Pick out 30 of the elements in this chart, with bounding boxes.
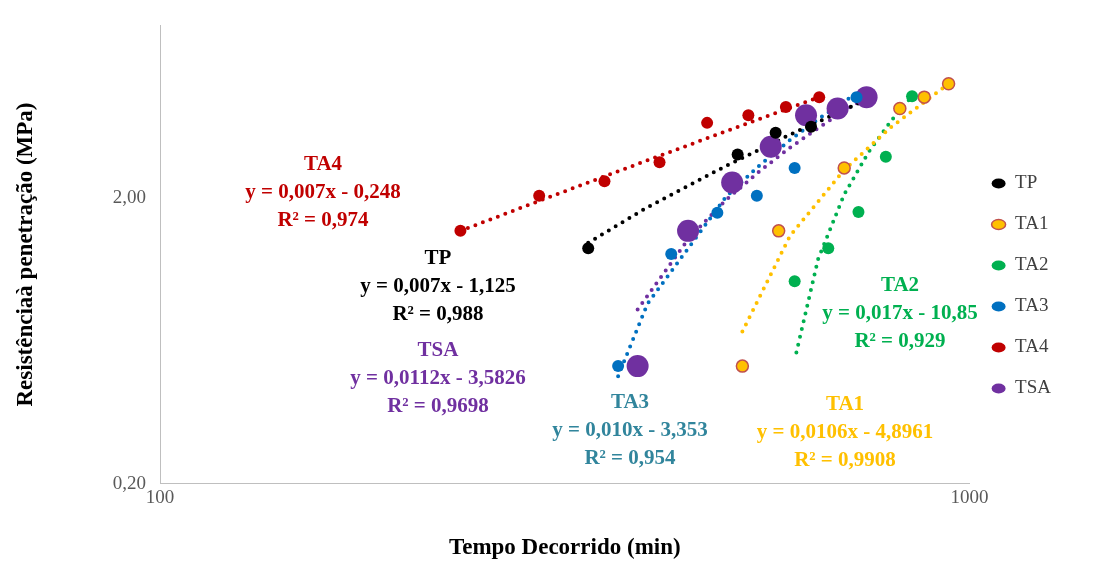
legend-label: TA2 bbox=[1015, 253, 1049, 275]
annotation: R² = 0,929 bbox=[854, 328, 946, 353]
annotation: TA3 bbox=[610, 389, 650, 414]
x-axis-title: Tempo Decorrido (min) bbox=[448, 534, 681, 560]
y-tick-label: 2,00 bbox=[112, 185, 146, 207]
annotation: TA1 bbox=[825, 391, 865, 416]
x-tick-label: 100 bbox=[145, 485, 175, 507]
legend-label: TA1 bbox=[1015, 212, 1049, 234]
x-tick-label: 1000 bbox=[950, 485, 989, 507]
annotation: y = 0,0112x - 3,5826 bbox=[350, 365, 526, 390]
y-axis-title: Resistênciaà penetração (MPa) bbox=[11, 102, 37, 407]
annotation: y = 0,007x - 1,125 bbox=[360, 273, 516, 298]
legend-label: TP bbox=[1015, 171, 1038, 193]
y-tick-label: 0,20 bbox=[112, 471, 146, 493]
annotation: y = 0,007x - 0,248 bbox=[245, 179, 401, 204]
annotation: TP bbox=[424, 245, 452, 270]
legend-label: TSA bbox=[1015, 376, 1052, 398]
annotation: y = 0,017x - 10,85 bbox=[822, 300, 978, 325]
annotation: TA4 bbox=[303, 151, 343, 176]
annotation: R² = 0,9698 bbox=[387, 393, 489, 418]
annotation: R² = 0,988 bbox=[392, 301, 484, 326]
annotation: R² = 0,954 bbox=[584, 445, 677, 470]
annotation: y = 0,010x - 3,353 bbox=[552, 417, 708, 442]
annotation: TA2 bbox=[880, 272, 920, 297]
annotation: TSA bbox=[417, 337, 460, 362]
annotation: R² = 0,974 bbox=[277, 207, 370, 232]
legend-label: TA4 bbox=[1015, 335, 1049, 357]
annotation: R² = 0,9908 bbox=[794, 447, 896, 472]
legend-label: TA3 bbox=[1015, 294, 1049, 316]
annotation: y = 0,0106x - 4,8961 bbox=[756, 419, 934, 444]
